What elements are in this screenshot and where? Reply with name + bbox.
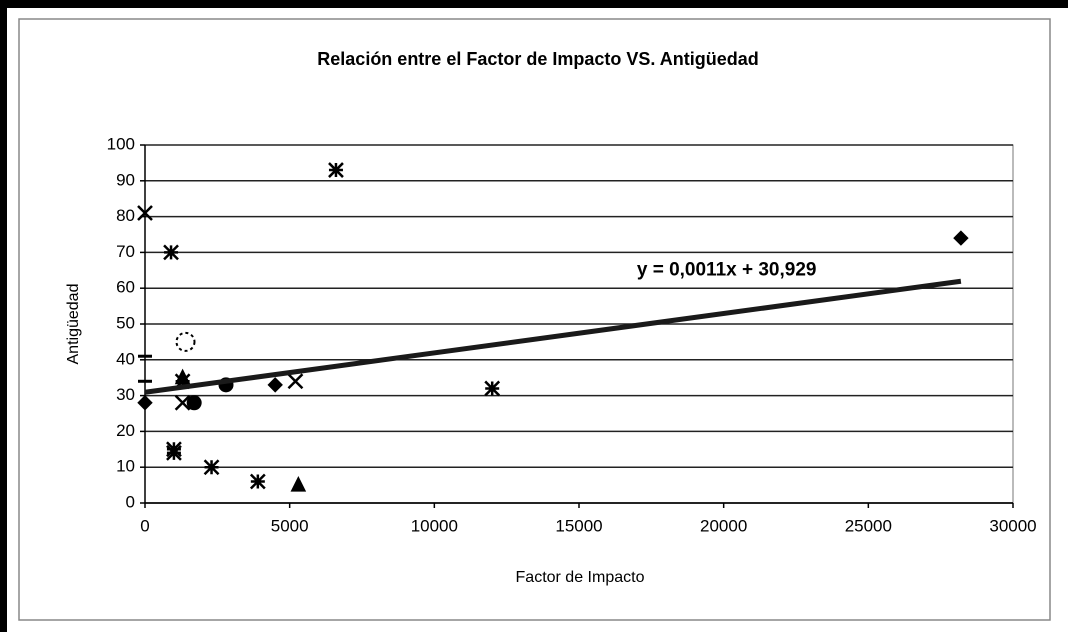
x-tick-label: 5000 (271, 516, 309, 535)
marker (166, 444, 182, 461)
marker (953, 230, 969, 246)
y-tick-label: 30 (116, 385, 135, 404)
marker (328, 162, 344, 178)
y-tick-label: 0 (126, 492, 135, 511)
x-tick-label: 20000 (700, 516, 747, 535)
marker (287, 373, 304, 390)
y-tick-label: 50 (116, 313, 135, 332)
chart-title: Relación entre el Factor de Impacto VS. … (317, 49, 758, 69)
x-tick-label: 30000 (989, 516, 1036, 535)
x-tick-label: 15000 (555, 516, 602, 535)
y-tick-label: 80 (116, 206, 135, 225)
y-tick-label: 70 (116, 242, 135, 261)
scan-border-top (0, 0, 1068, 8)
marker (267, 377, 283, 393)
y-tick-label: 90 (116, 170, 135, 189)
marker (203, 459, 220, 476)
marker (249, 473, 266, 490)
y-tick-label: 60 (116, 278, 135, 297)
marker (290, 475, 307, 492)
marker (174, 394, 191, 411)
marker (174, 373, 191, 390)
trendline-label: y = 0,0011x + 30,929 (637, 259, 817, 280)
x-tick-label: 0 (140, 516, 149, 535)
marker (137, 395, 153, 411)
marker (137, 205, 153, 221)
x-tick-label: 25000 (845, 516, 892, 535)
marker (175, 331, 196, 352)
y-tick-label: 20 (116, 421, 135, 440)
marker (163, 244, 179, 261)
scan-border-left (0, 0, 7, 632)
trendline (144, 278, 962, 395)
y-tick-label: 10 (116, 457, 135, 476)
y-tick-label: 100 (107, 134, 135, 153)
x-axis-label: Factor de Impacto (516, 569, 645, 586)
marker (186, 395, 202, 411)
y-tick-label: 40 (116, 349, 135, 368)
y-axis-label: Antigüedad (65, 284, 82, 365)
x-tick-label: 10000 (411, 516, 458, 535)
marker (484, 380, 501, 397)
